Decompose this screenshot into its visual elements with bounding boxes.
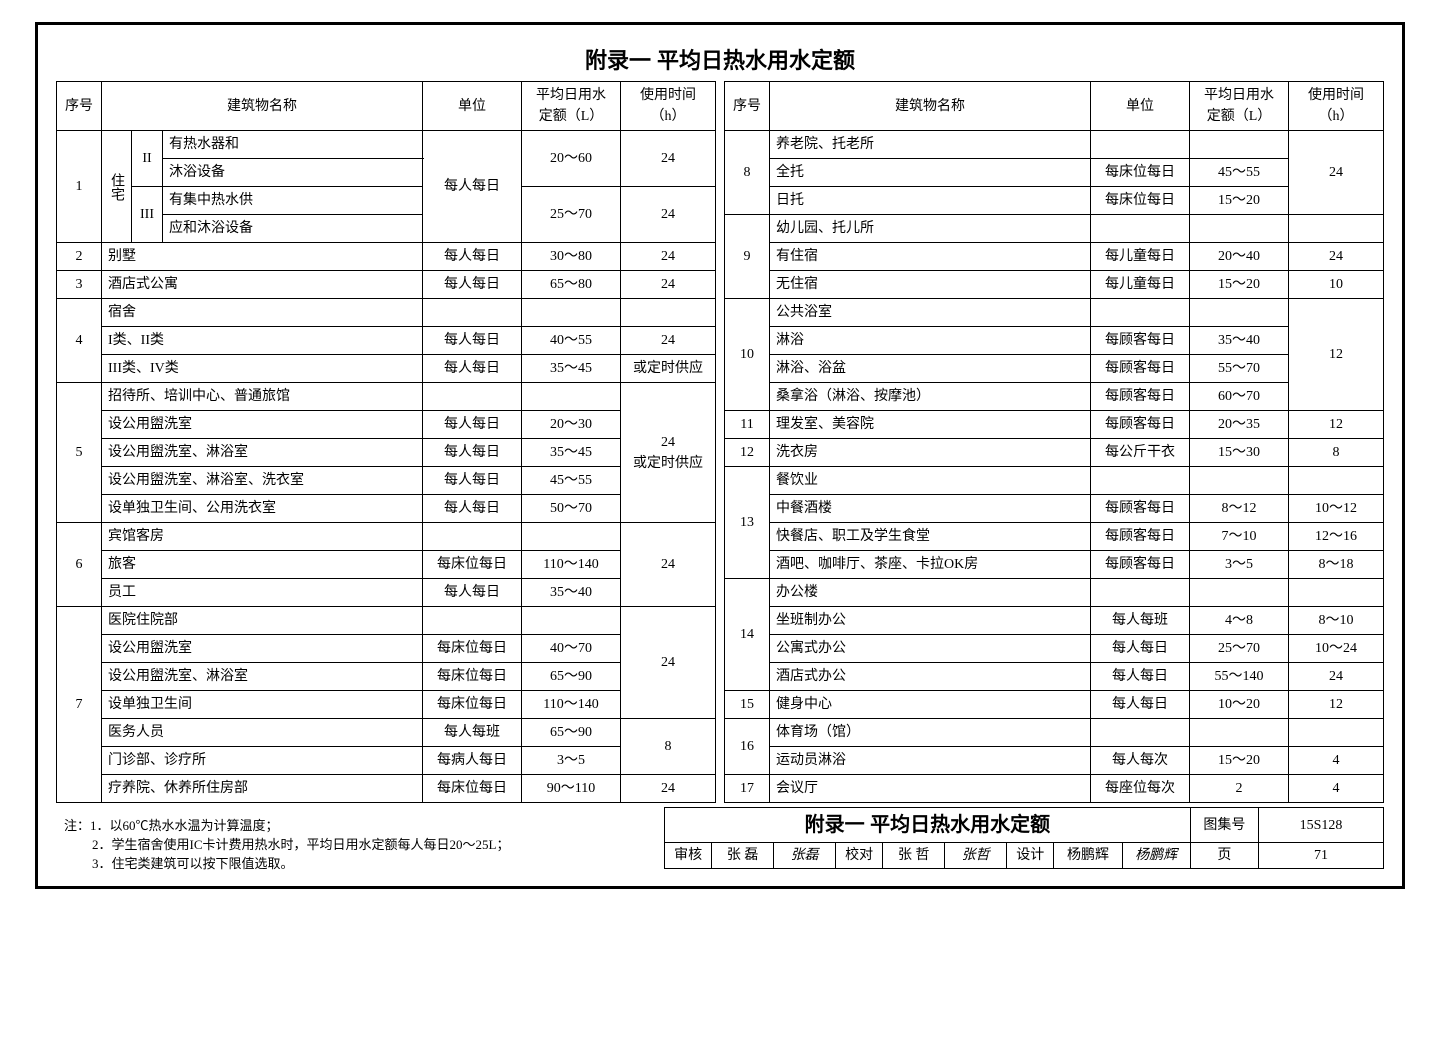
left-table: 序号 建筑物名称 单位 平均日用水定额（L） 使用时间（h） 1 住宅 II 有…: [56, 81, 716, 803]
table-row: 6 宾馆客房 24: [57, 523, 716, 551]
right-table: 序号 建筑物名称 单位 平均日用水定额（L） 使用时间（h） 8养老院、托老所2…: [724, 81, 1384, 803]
h-unit: 单位: [423, 82, 522, 131]
table-row: 1 住宅 II 有热水器和 每人每日 20～60 24: [57, 131, 716, 159]
table-row: III 有集中热水供 25～70 24: [57, 187, 716, 215]
page-title: 附录一 平均日热水用水定额: [56, 43, 1384, 75]
signature: 张磊: [774, 843, 836, 869]
table-row: 4 宿舍: [57, 299, 716, 327]
h-time: 使用时间（h）: [621, 82, 716, 131]
h-name: 建筑物名称: [102, 82, 423, 131]
bottom-block: 注：1．以60℃热水水温为计算温度； 2．学生宿舍使用IC卡计费用热水时，平均日…: [56, 807, 1384, 876]
signature: 杨鹏辉: [1122, 843, 1190, 869]
table-header: 序号 建筑物名称 单位 平均日用水定额（L） 使用时间（h）: [725, 82, 1384, 131]
table-columns: 序号 建筑物名称 单位 平均日用水定额（L） 使用时间（h） 1 住宅 II 有…: [56, 81, 1384, 803]
document-frame: 附录一 平均日热水用水定额 序号 建筑物名称 单位 平均日用水定额（L） 使用时…: [35, 22, 1405, 889]
title-block-table: 附录一 平均日热水用水定额 图集号 15S128 审核 张 磊 张磊 校对 张 …: [664, 807, 1384, 869]
table-row: 2 别墅 每人每日 30～80 24: [57, 243, 716, 271]
table-row: 7 医院住院部 24: [57, 607, 716, 635]
h-seq: 序号: [57, 82, 102, 131]
signature: 张哲: [945, 843, 1007, 869]
h-quota: 平均日用水定额（L）: [522, 82, 621, 131]
table-row: 5 招待所、培训中心、普通旅馆 24或定时供应: [57, 383, 716, 411]
table-row: 3 酒店式公寓 每人每日 65～80 24: [57, 271, 716, 299]
notes: 注：1．以60℃热水水温为计算温度； 2．学生宿舍使用IC卡计费用热水时，平均日…: [56, 807, 664, 876]
table-header: 序号 建筑物名称 单位 平均日用水定额（L） 使用时间（h）: [57, 82, 716, 131]
